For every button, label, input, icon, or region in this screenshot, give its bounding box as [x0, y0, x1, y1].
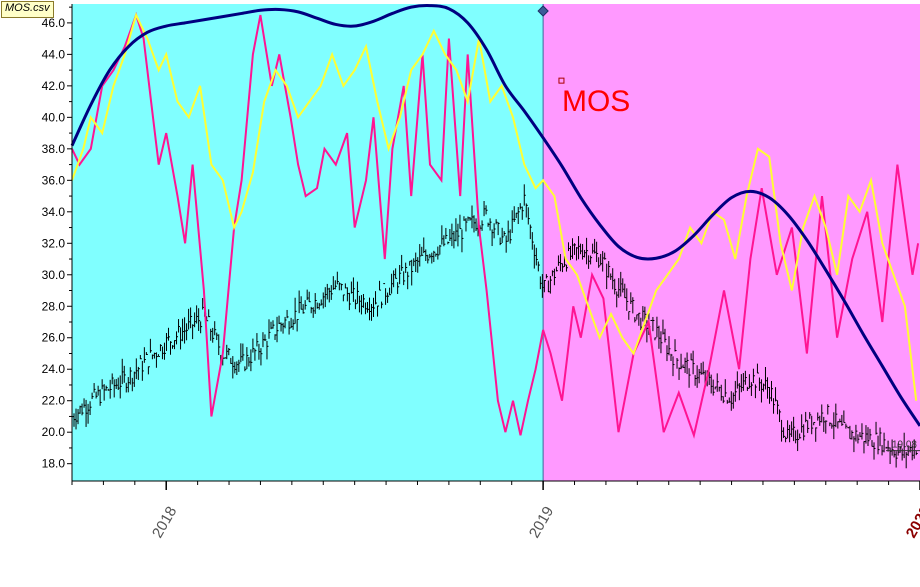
y-tick-label: 30.0	[42, 268, 66, 282]
annotation-marker	[558, 77, 565, 84]
y-tick-label: 34.0	[42, 205, 66, 219]
trend-curve-series	[70, 4, 920, 427]
y-tick-label: 38.0	[42, 142, 66, 156]
y-tick-label: 40.0	[42, 110, 66, 124]
y-tick-label: 36.0	[42, 173, 66, 187]
indicator-series-1	[71, 11, 920, 439]
x-tick-label: 2020	[903, 504, 920, 541]
annotations: MOS 19.08	[537, 5, 920, 452]
y-tick-label: 18.0	[42, 457, 66, 471]
y-tick-label: 26.0	[42, 331, 66, 345]
last-value-label: 19.08	[892, 440, 917, 451]
y-tick-label: 28.0	[42, 299, 66, 313]
y-tick-label: 20.0	[42, 425, 66, 439]
y-tick-label: 32.0	[42, 236, 66, 250]
series-layer	[70, 4, 920, 469]
y-tick-label: 42.0	[42, 79, 66, 93]
annotation-label: MOS	[562, 85, 630, 118]
y-tick-label: 22.0	[42, 394, 66, 408]
x-tick-label: 2019	[526, 504, 557, 541]
x-tick-label: 2018	[149, 504, 180, 541]
y-tick-label: 44.0	[42, 47, 66, 61]
y-tick-label: 46.0	[42, 16, 66, 30]
axes: 18.0 20.0 22.0 24.0 26.0 28.0 30.0 32.0 34.0 36.0…	[42, 4, 920, 541]
background-region-0	[72, 4, 544, 481]
split-marker-icon	[537, 5, 549, 17]
y-tick-label: 24.0	[42, 362, 66, 376]
indicator-series-2	[71, 12, 918, 401]
file-name-label[interactable]: MOS.csv	[1, 1, 54, 18]
